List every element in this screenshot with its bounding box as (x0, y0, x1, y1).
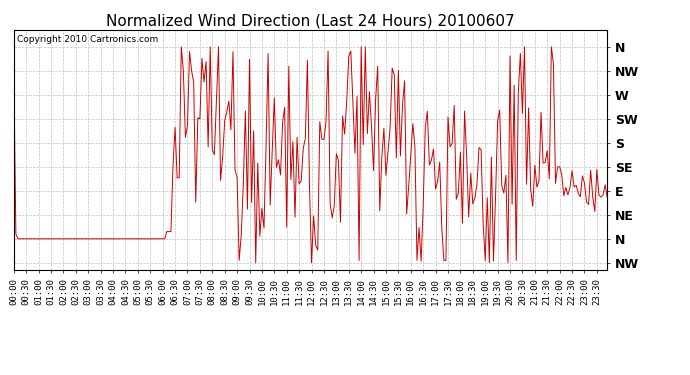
Title: Normalized Wind Direction (Last 24 Hours) 20100607: Normalized Wind Direction (Last 24 Hours… (106, 14, 515, 29)
Text: Copyright 2010 Cartronics.com: Copyright 2010 Cartronics.com (17, 35, 158, 44)
